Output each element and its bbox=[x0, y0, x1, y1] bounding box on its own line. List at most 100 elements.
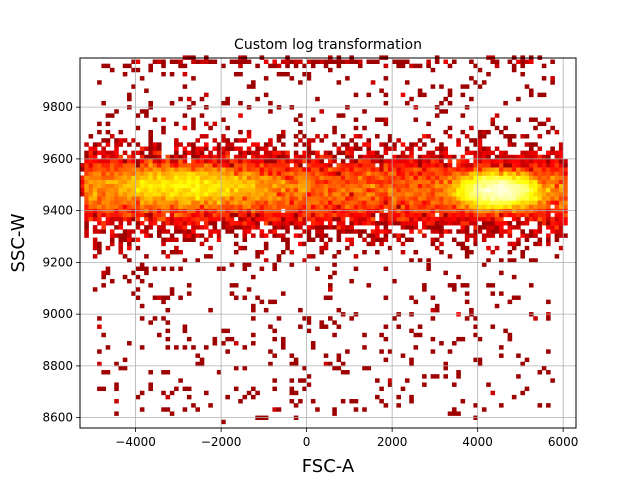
heatmap-bin bbox=[204, 134, 209, 139]
heatmap-bin bbox=[272, 378, 277, 383]
heatmap-bin bbox=[464, 163, 470, 168]
heatmap-bin bbox=[362, 158, 367, 164]
heatmap-bin bbox=[383, 63, 389, 69]
heatmap-bin bbox=[255, 96, 260, 102]
heatmap-bin bbox=[409, 167, 414, 172]
heatmap-bin bbox=[97, 142, 102, 147]
heatmap-bin bbox=[263, 154, 269, 160]
heatmap-bin bbox=[268, 299, 273, 305]
heatmap-bin bbox=[225, 394, 230, 400]
heatmap-bin bbox=[340, 361, 346, 367]
heatmap-bin bbox=[379, 187, 384, 193]
heatmap-bin bbox=[379, 192, 384, 197]
heatmap-bin bbox=[212, 216, 218, 222]
heatmap-bin bbox=[345, 163, 350, 168]
heatmap-bin bbox=[353, 212, 359, 218]
heatmap-bin bbox=[310, 175, 316, 180]
heatmap-bin bbox=[375, 221, 380, 226]
heatmap-bin bbox=[161, 171, 166, 176]
heatmap-bin bbox=[135, 150, 141, 156]
heatmap-bin bbox=[122, 175, 128, 180]
heatmap-bin bbox=[144, 109, 149, 114]
heatmap-bin bbox=[477, 204, 483, 209]
heatmap-bin bbox=[473, 237, 478, 243]
heatmap-bin bbox=[387, 196, 393, 201]
heatmap-bin bbox=[276, 175, 282, 180]
heatmap-bin bbox=[80, 187, 85, 193]
heatmap-bin bbox=[229, 59, 235, 64]
heatmap-bin bbox=[178, 200, 183, 205]
heatmap-bin bbox=[122, 63, 128, 69]
heatmap-bin bbox=[481, 150, 487, 156]
plot-area bbox=[79, 55, 577, 429]
heatmap-bin bbox=[306, 204, 312, 209]
heatmap-bin bbox=[156, 150, 162, 156]
heatmap-bin bbox=[319, 138, 325, 143]
heatmap-bin bbox=[404, 200, 410, 205]
heatmap-bin bbox=[353, 146, 359, 151]
heatmap-bin bbox=[182, 187, 188, 193]
heatmap-bin bbox=[546, 216, 551, 222]
heatmap-bin bbox=[272, 158, 277, 164]
heatmap-bin bbox=[101, 163, 106, 168]
heatmap-bin bbox=[524, 386, 530, 392]
heatmap-bin bbox=[302, 229, 307, 234]
heatmap-bin bbox=[447, 125, 453, 131]
heatmap-bin bbox=[165, 336, 171, 342]
heatmap-bin bbox=[229, 200, 235, 205]
heatmap-bin bbox=[537, 167, 543, 172]
heatmap-bin bbox=[105, 370, 111, 375]
heatmap-bin bbox=[370, 80, 376, 85]
heatmap-bin bbox=[135, 225, 141, 230]
heatmap-bin bbox=[541, 163, 547, 168]
heatmap-bin bbox=[272, 163, 277, 168]
heatmap-bin bbox=[323, 233, 329, 238]
heatmap-bin bbox=[340, 399, 346, 404]
heatmap-bin bbox=[456, 167, 461, 172]
heatmap-bin bbox=[105, 150, 111, 156]
heatmap-bin bbox=[443, 109, 449, 114]
heatmap-bin bbox=[340, 200, 346, 205]
heatmap-bin bbox=[238, 183, 243, 189]
heatmap-bin bbox=[105, 163, 111, 168]
heatmap-bin bbox=[353, 254, 359, 259]
heatmap-bin bbox=[263, 175, 269, 180]
heatmap-bin bbox=[460, 129, 466, 135]
heatmap-bin bbox=[507, 196, 513, 201]
x-tick-label: 2000 bbox=[377, 435, 408, 449]
heatmap-bin bbox=[293, 361, 299, 367]
heatmap-bin bbox=[383, 295, 389, 300]
heatmap-bin bbox=[92, 183, 98, 189]
heatmap-bin bbox=[357, 63, 363, 69]
heatmap-bin bbox=[396, 403, 401, 408]
heatmap-bin bbox=[400, 171, 406, 176]
heatmap-bin bbox=[139, 278, 145, 284]
heatmap-bin bbox=[319, 196, 325, 201]
heatmap-bin bbox=[131, 84, 136, 89]
heatmap-bin bbox=[246, 204, 252, 209]
heatmap-bin bbox=[349, 183, 354, 189]
heatmap-bin bbox=[499, 233, 504, 238]
heatmap-bin bbox=[221, 63, 226, 69]
heatmap-bin bbox=[486, 187, 491, 193]
heatmap-bin bbox=[302, 134, 307, 139]
heatmap-bin bbox=[533, 316, 538, 321]
heatmap-bin bbox=[370, 163, 376, 168]
heatmap-bin bbox=[84, 200, 89, 205]
heatmap-bin bbox=[216, 183, 222, 189]
heatmap-bin bbox=[481, 192, 487, 197]
heatmap-bin bbox=[439, 229, 444, 234]
heatmap-bin bbox=[306, 183, 312, 189]
heatmap-bin bbox=[225, 167, 230, 172]
heatmap-bin bbox=[323, 187, 329, 193]
heatmap-bin bbox=[127, 175, 132, 180]
heatmap-bin bbox=[550, 175, 555, 180]
heatmap-bin bbox=[533, 192, 538, 197]
heatmap-bin bbox=[208, 229, 213, 234]
heatmap-bin bbox=[105, 171, 111, 176]
heatmap-bin bbox=[554, 212, 560, 218]
heatmap-bin bbox=[516, 237, 521, 243]
heatmap-bin bbox=[336, 59, 342, 64]
heatmap-bin bbox=[109, 196, 115, 201]
heatmap-bin bbox=[156, 179, 162, 185]
